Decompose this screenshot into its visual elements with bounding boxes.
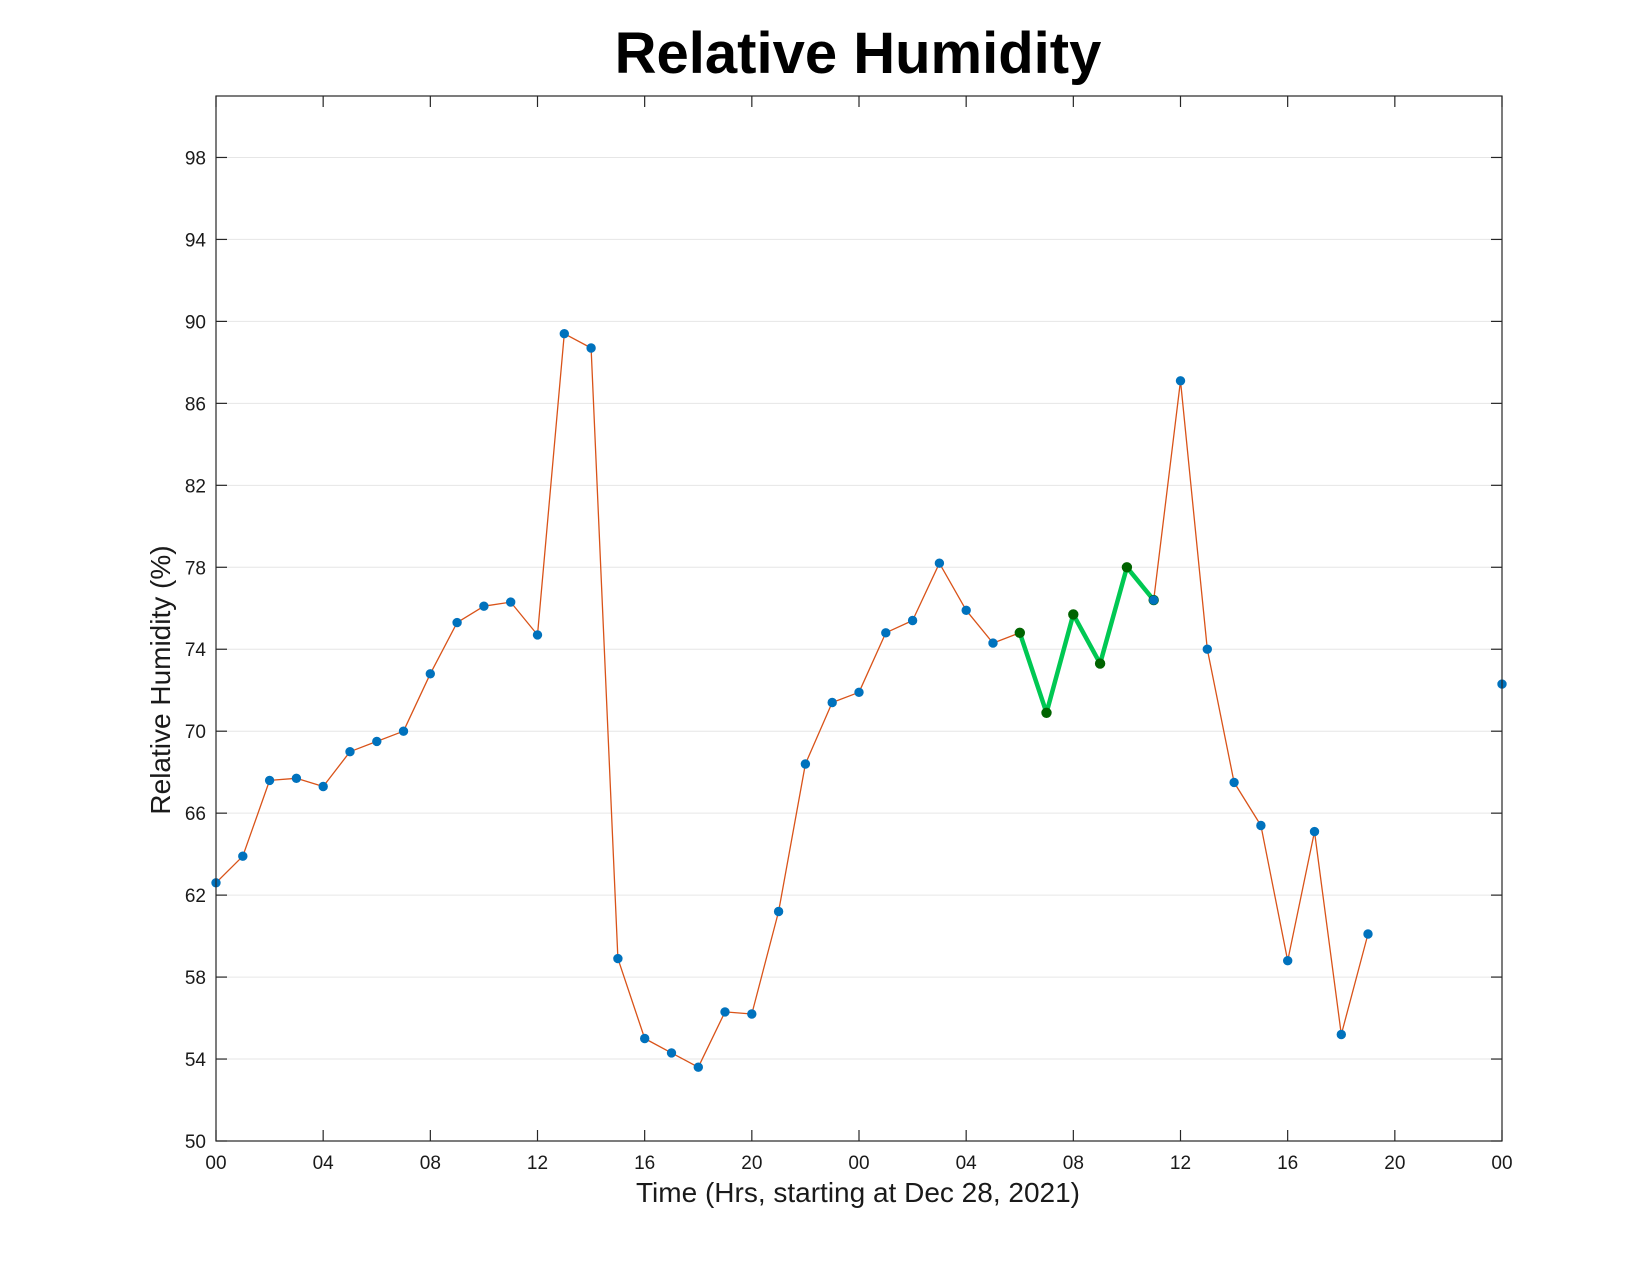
data-point <box>586 343 596 353</box>
y-tick-label: 70 <box>185 722 206 743</box>
data-point <box>773 906 784 917</box>
x-tick-label: 12 <box>527 1153 548 1174</box>
y-tick-label: 94 <box>185 230 207 251</box>
highlight-data-point <box>1121 562 1133 573</box>
y-tick-label: 50 <box>185 1132 206 1153</box>
data-point <box>506 597 516 607</box>
x-tick-label: 20 <box>741 1153 762 1174</box>
data-point <box>559 329 570 339</box>
data-point <box>318 781 328 792</box>
grid-lines <box>216 156 1502 1142</box>
y-tick-label: 74 <box>185 640 207 661</box>
x-tick-label: 00 <box>205 1153 226 1174</box>
data-point <box>398 726 409 736</box>
data-point <box>1282 956 1293 966</box>
data-point <box>988 638 998 648</box>
data-point <box>1175 376 1186 386</box>
highlight-data-point <box>1014 627 1026 639</box>
series-lines <box>215 333 1369 1068</box>
highlight-data-point <box>1041 707 1052 719</box>
y-tick-label: 98 <box>185 148 206 169</box>
highlight-series-line <box>1017 565 1156 716</box>
x-tick-label: 16 <box>1277 1153 1298 1174</box>
data-point <box>1256 820 1266 831</box>
data-point <box>479 601 489 611</box>
y-tick-label: 54 <box>185 1050 207 1071</box>
x-tick-label: 08 <box>420 1153 441 1174</box>
x-tick-label: 00 <box>848 1153 869 1174</box>
series-line-2 <box>1153 380 1369 1036</box>
data-point <box>640 1033 650 1044</box>
axis-ticks <box>215 96 1503 1142</box>
data-point <box>800 759 811 769</box>
y-axis-tick-labels: 50 54 58 62 66 70 74 78 82 86 90 94 98 <box>185 148 207 1153</box>
y-tick-label: 58 <box>185 968 206 989</box>
data-point <box>881 628 891 638</box>
data-point <box>1229 777 1239 788</box>
data-point <box>1363 929 1373 939</box>
x-tick-label: 04 <box>313 1153 335 1174</box>
data-point <box>1148 595 1159 605</box>
x-tick-label: 16 <box>634 1153 655 1174</box>
plot-area-frame <box>215 95 1503 1142</box>
data-point <box>452 617 462 628</box>
series-markers <box>211 329 1507 1072</box>
data-point <box>613 953 623 964</box>
x-tick-label: 12 <box>1170 1153 1191 1174</box>
data-point <box>934 558 945 568</box>
chart-title: Relative Humidity <box>615 21 1102 86</box>
data-point <box>666 1048 677 1058</box>
x-tick-label: 08 <box>1063 1153 1084 1174</box>
highlight-data-point <box>1094 658 1106 669</box>
data-point <box>1336 1029 1347 1040</box>
data-point <box>1202 644 1213 654</box>
x-tick-label: 20 <box>1384 1153 1405 1174</box>
data-point <box>345 747 355 757</box>
data-point <box>961 605 971 616</box>
series-layer <box>211 329 1507 1072</box>
data-point <box>264 775 275 786</box>
data-point <box>425 669 436 679</box>
y-tick-label: 62 <box>185 886 206 907</box>
data-point <box>907 615 918 626</box>
data-point <box>291 773 302 784</box>
x-tick-label: 04 <box>956 1153 978 1174</box>
data-point <box>693 1062 704 1072</box>
data-point <box>720 1007 730 1017</box>
highlight-data-point <box>1068 609 1079 620</box>
y-axis-label: Relative Humidity (%) <box>145 545 176 814</box>
data-point <box>747 1009 757 1019</box>
data-point <box>238 851 248 861</box>
y-tick-label: 66 <box>185 804 206 825</box>
data-point <box>854 687 864 698</box>
data-point <box>827 697 837 708</box>
data-point <box>1309 826 1320 837</box>
y-tick-label: 82 <box>185 476 206 497</box>
data-point <box>372 736 382 747</box>
x-tick-label: 00 <box>1491 1153 1512 1174</box>
y-tick-label: 86 <box>185 394 206 415</box>
data-point <box>532 630 543 640</box>
x-axis-tick-labels: 00 04 08 12 16 20 00 04 08 12 16 20 00 <box>205 1153 1512 1174</box>
y-tick-label: 78 <box>185 558 206 579</box>
x-axis-label: Time (Hrs, starting at Dec 28, 2021) <box>636 1177 1080 1208</box>
y-tick-label: 90 <box>185 312 206 333</box>
